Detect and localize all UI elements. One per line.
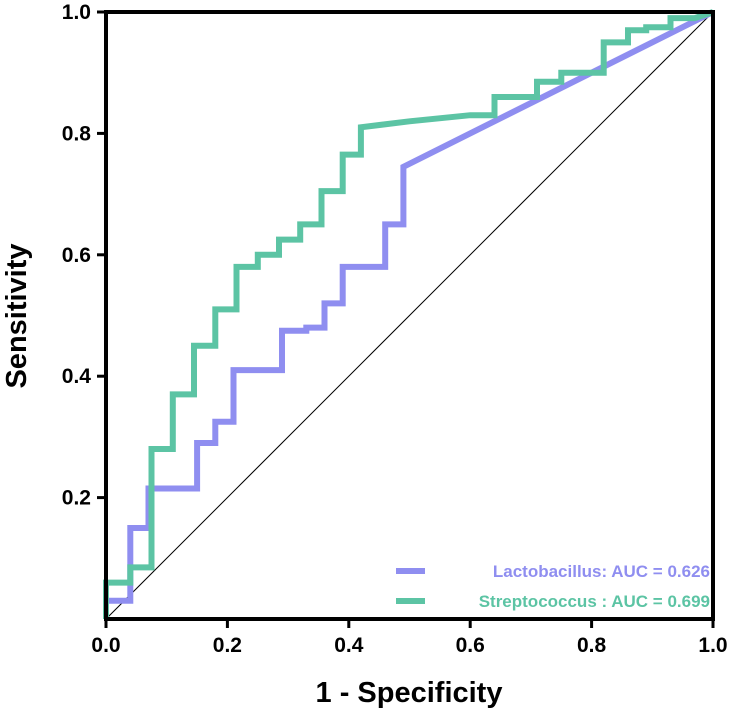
- x-tick-label: 0.0: [91, 634, 120, 657]
- y-tick-label: 1.0: [62, 1, 91, 24]
- x-tick-label: 1.0: [698, 634, 727, 657]
- reference-layer: [105, 11, 714, 620]
- x-tick-label: 0.8: [577, 634, 607, 657]
- legend-label-lactobacillus: Lactobacillus: AUC = 0.626: [493, 562, 710, 581]
- legend-label-streptococcus: Streptococcus : AUC = 0.699: [479, 592, 710, 611]
- reference-diagonal-line: [105, 11, 714, 620]
- y-tick-label: 0.8: [62, 122, 92, 145]
- y-tick-label: 0.4: [62, 365, 92, 388]
- tick-layer: 0.0 0.2 0.4 0.6 0.8 1.0 0.2 0.4 0.6 0.8 1.0: [62, 1, 728, 657]
- series-layer: [103, 9, 715, 619]
- x-tick-label: 0.6: [456, 634, 485, 657]
- roc-line-streptococcus: [103, 9, 714, 619]
- y-tick-label: 0.2: [62, 487, 91, 510]
- x-tick-label: 0.2: [213, 634, 242, 657]
- y-tick-label: 0.6: [62, 244, 91, 267]
- y-axis-title: Sensitivity: [1, 243, 33, 388]
- x-tick-label: 0.4: [334, 634, 364, 657]
- legend-layer: Lactobacillus: AUC = 0.626 Streptococcus …: [396, 562, 710, 611]
- plot-frame: [104, 10, 715, 621]
- x-axis-title: 1 - Specificity: [316, 677, 503, 709]
